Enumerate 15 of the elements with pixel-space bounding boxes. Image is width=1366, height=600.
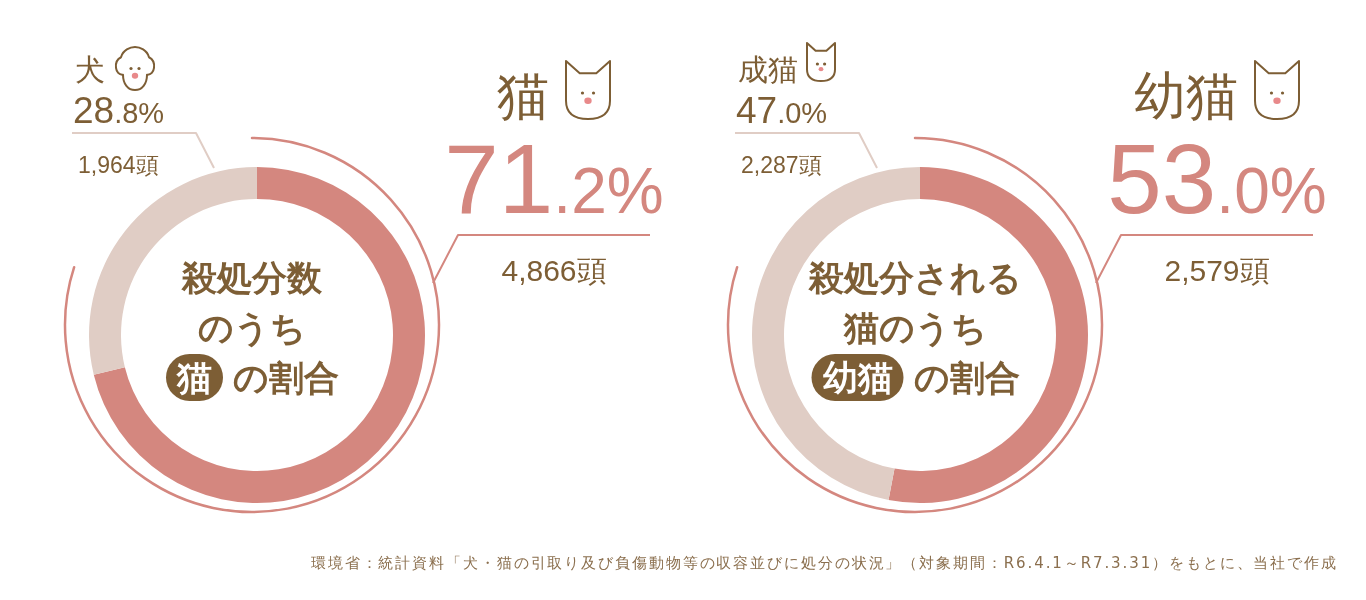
slice-label: 成猫 [738, 52, 798, 87]
text: 環境省：統計資料「犬・猫の引取り及び負傷動物等の収容並びに処分の状況」（対象期間：R6.4.1～R7.3.31）をもとに、当社で作成 [310, 554, 1338, 572]
text: 殺処分される猫のうち幼猫の割合 [807, 258, 1022, 398]
data-label: 53.0% [1107, 124, 1327, 234]
text: 殺処分数のうち猫の割合 [176, 258, 339, 398]
text: 2,579頭 [1164, 254, 1270, 287]
text: 1,964頭 [78, 152, 159, 178]
slice-label: 幼猫 [1134, 66, 1238, 126]
slice-label: 猫 [497, 66, 549, 126]
data-label: 71.2% [444, 124, 664, 234]
text: 2,287頭 [741, 152, 822, 178]
slice-label: 犬 [75, 52, 105, 87]
text: 4,866頭 [501, 254, 607, 287]
data-label: 47.0% [736, 90, 828, 131]
data-label: 28.8% [73, 90, 165, 131]
